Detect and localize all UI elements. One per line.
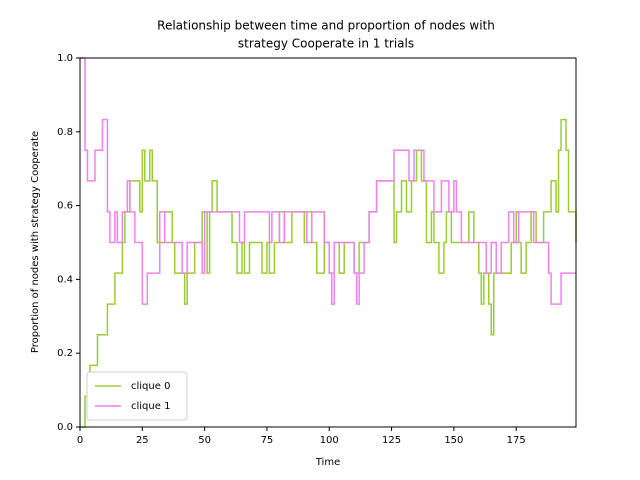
y-axis-label: Proportion of nodes with strategy Cooper… — [30, 131, 41, 353]
x-tick-label: 150 — [444, 435, 463, 446]
x-tick-label: 25 — [136, 435, 149, 446]
series-line — [80, 57, 576, 305]
x-axis-label: Time — [315, 457, 340, 468]
y-tick-label: 0.2 — [57, 348, 73, 359]
y-tick-label: 0.0 — [57, 422, 73, 433]
x-tick-label: 100 — [320, 435, 339, 446]
y-tick-label: 0.8 — [57, 127, 73, 138]
x-tick-label: 75 — [261, 435, 274, 446]
x-tick-label: 125 — [382, 435, 401, 446]
x-tick-label: 50 — [198, 435, 211, 446]
x-tick-label: 175 — [507, 435, 526, 446]
y-tick-label: 1.0 — [57, 53, 73, 64]
legend-label: clique 0 — [131, 381, 170, 392]
plot-frame — [79, 57, 577, 428]
x-tick-label: 0 — [77, 435, 83, 446]
y-tick-label: 0.6 — [57, 201, 73, 212]
legend-box — [86, 371, 188, 421]
legend-label: clique 1 — [131, 401, 170, 412]
chart-title: strategy Cooperate in 1 trials — [238, 37, 414, 51]
y-tick-label: 0.4 — [57, 274, 73, 285]
chart-title: Relationship between time and proportion… — [157, 19, 495, 33]
